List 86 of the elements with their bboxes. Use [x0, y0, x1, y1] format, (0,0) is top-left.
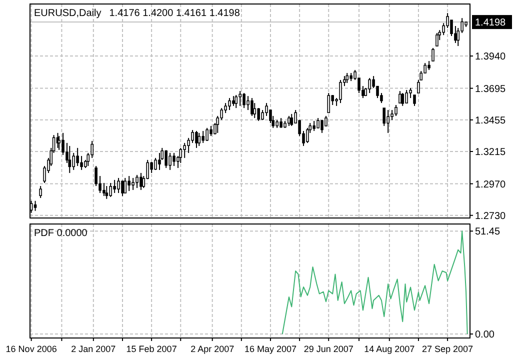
- x-tick-label: 14 Aug 2007: [364, 344, 415, 354]
- y-tick-label: 1.3215: [475, 146, 506, 158]
- y-tick-label: 0.00: [475, 330, 495, 340]
- candlestick: [398, 90, 402, 104]
- x-tick-label: 29 Jun 2007: [304, 344, 354, 354]
- candlestick: [324, 115, 328, 126]
- candlestick: [124, 177, 127, 194]
- candlestick: [195, 130, 198, 148]
- chart-title: EURUSD,Daily: [34, 8, 102, 19]
- candlestick: [164, 150, 168, 168]
- candlestick: [39, 186, 42, 198]
- candlestick: [316, 118, 320, 128]
- candlestick: [246, 96, 250, 111]
- candlestick: [172, 152, 176, 166]
- x-tick-label: 16 Nov 2006: [6, 344, 57, 354]
- line-series: [282, 230, 468, 334]
- candlestick: [128, 175, 130, 192]
- candlestick: [320, 120, 324, 134]
- candlestick: [158, 152, 161, 170]
- candlestick: [339, 79, 342, 104]
- candlestick: [269, 110, 272, 124]
- candlestick: [102, 182, 106, 197]
- candlestick: [242, 92, 246, 109]
- candlestick: [327, 92, 330, 114]
- candlestick: [238, 90, 242, 106]
- candlestick: [405, 89, 408, 104]
- candlestick: [94, 165, 98, 186]
- y-tick-label: 1.3455: [475, 115, 506, 126]
- candlestick: [202, 130, 204, 144]
- y-tick-label: 1.2730: [475, 210, 506, 222]
- x-tick-label: 2 Apr 2007: [190, 344, 234, 354]
- candlestick: [113, 179, 116, 194]
- candlestick: [312, 120, 316, 132]
- candlestick: [228, 98, 231, 111]
- candlestick: [34, 200, 37, 212]
- candlestick: [121, 180, 124, 197]
- candlestick: [206, 127, 208, 142]
- candlestick: [220, 108, 223, 121]
- candlestick: [90, 140, 94, 158]
- x-tick-label: 2 Jan 2007: [71, 344, 116, 354]
- candlestick: [306, 127, 309, 144]
- y-tick-label: 51.45: [475, 226, 500, 238]
- candlestick: [234, 94, 238, 109]
- candlestick: [109, 182, 112, 198]
- candlestick: [390, 110, 394, 121]
- candlestick: [346, 72, 349, 84]
- candlestick: [232, 96, 235, 106]
- candlestick: [261, 110, 264, 120]
- y-tick-label: 1.3940: [475, 52, 506, 63]
- chart-title: PDF 0.0000: [34, 228, 88, 239]
- candlestick: [450, 20, 453, 36]
- candlestick: [72, 152, 76, 170]
- x-tick-label: 15 Feb 2007: [126, 344, 177, 354]
- ref-line-label: 1.4198: [475, 18, 506, 29]
- candlestick: [368, 78, 371, 94]
- chart-subtitle: 1.4176 1.4200 1.4161 1.4198: [109, 8, 240, 19]
- candlestick: [154, 157, 157, 170]
- candlestick: [386, 110, 390, 134]
- candlestick: [413, 94, 416, 106]
- candlestick: [117, 177, 120, 194]
- candlestick: [250, 98, 254, 116]
- candlestick: [432, 47, 434, 62]
- candlestick: [382, 108, 386, 126]
- candlestick: [394, 104, 398, 116]
- y-tick-label: 1.2970: [475, 179, 506, 190]
- candlestick: [401, 92, 404, 106]
- candlestick: [198, 132, 201, 146]
- candlestick: [210, 125, 212, 136]
- x-tick-label: 16 May 2007: [244, 344, 297, 354]
- candlestick: [168, 152, 172, 170]
- candlestick: [136, 174, 138, 188]
- candlestick: [132, 177, 134, 190]
- candlestick: [288, 115, 290, 126]
- x-tick-label: 27 Sep 2007: [422, 344, 474, 354]
- candlestick: [183, 142, 186, 158]
- candlestick: [80, 155, 83, 170]
- candlestick: [436, 32, 438, 47]
- candlestick: [76, 147, 79, 166]
- candlestick: [290, 113, 294, 126]
- candlestick: [257, 108, 260, 122]
- candlestick: [105, 186, 108, 200]
- y-tick-label: 1.3695: [475, 84, 506, 95]
- candlestick: [140, 172, 142, 190]
- candlestick: [68, 145, 72, 174]
- candlestick: [280, 118, 282, 128]
- candlestick: [191, 130, 194, 144]
